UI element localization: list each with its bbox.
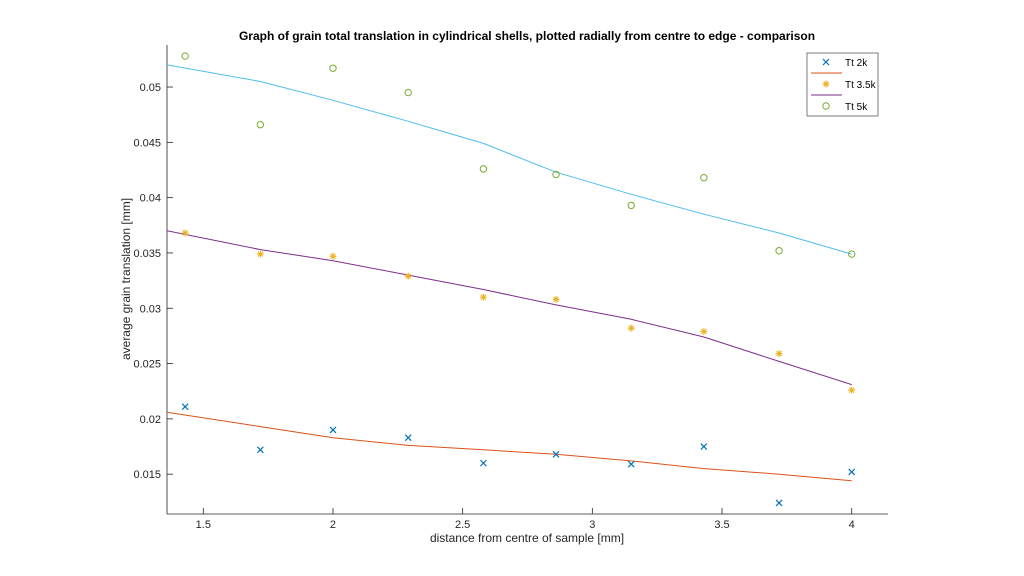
data-point — [775, 499, 783, 507]
data-point — [775, 247, 783, 255]
data-point — [329, 64, 337, 72]
y-tick-label: 0.03 — [140, 303, 161, 315]
y-tick-label: 0.015 — [133, 469, 161, 481]
data-point — [404, 88, 412, 97]
data-point — [181, 229, 189, 237]
data-point — [848, 386, 856, 394]
data-point — [479, 459, 487, 467]
data-point — [552, 450, 560, 458]
data-point — [627, 324, 635, 332]
y-tick-label: 0.025 — [133, 359, 161, 371]
legend-marker — [822, 58, 830, 66]
data-point — [627, 201, 635, 210]
data-point — [848, 468, 856, 476]
data-point — [256, 446, 264, 454]
legend-entry: Tt 5k — [845, 102, 868, 113]
data-point — [181, 403, 189, 411]
data-point — [775, 350, 783, 358]
data-point — [256, 120, 265, 129]
legend-marker — [822, 80, 830, 88]
y-tick-label: 0.05 — [140, 82, 161, 94]
y-tick-label: 0.04 — [140, 193, 161, 205]
data-point — [181, 52, 189, 60]
fit-line-tt-5k — [166, 64, 852, 255]
data-point — [329, 426, 337, 434]
x-tick-label: 3.5 — [714, 519, 729, 531]
legend: Tt 2k Tt 3.5k Tt 5k — [806, 52, 879, 117]
data-point — [404, 434, 412, 442]
data-point — [329, 252, 337, 260]
data-point — [847, 250, 856, 258]
y-axis-label: average grain translation [mm] — [119, 198, 133, 360]
data-point — [404, 272, 412, 280]
chart-title: Graph of grain total translation in cyli… — [239, 29, 815, 43]
y-tick-label: 0.035 — [133, 248, 161, 260]
legend-entry: Tt 3.5k — [845, 80, 877, 91]
x-tick-label: 1.5 — [196, 519, 211, 531]
legend-entry: Tt 2k — [845, 58, 868, 69]
axes — [166, 45, 888, 515]
data-point — [700, 327, 708, 335]
data-point — [627, 460, 635, 468]
data-point — [256, 250, 264, 258]
data-point — [479, 293, 487, 301]
markers — [181, 52, 856, 507]
data-point — [552, 170, 560, 179]
x-tick-label: 4 — [849, 519, 855, 531]
legend-marker — [822, 102, 830, 110]
data-point — [552, 295, 560, 303]
fit-lines — [166, 64, 852, 482]
data-point — [479, 165, 488, 173]
data-point — [700, 174, 708, 182]
ticks: 1.5 2 2.5 3 3.5 4 0.015 0.02 0.025 0.03 0.035 0.04 0… — [133, 82, 854, 531]
y-tick-label: 0.02 — [140, 414, 161, 426]
x-tick-label: 2 — [330, 519, 336, 531]
x-tick-label: 2.5 — [455, 519, 470, 531]
fit-line-tt-2k — [166, 411, 852, 482]
x-axis-label: distance from centre of sample [mm] — [430, 531, 624, 545]
legend-box — [806, 52, 879, 117]
y-tick-label: 0.045 — [133, 137, 161, 149]
data-point — [700, 443, 708, 450]
x-tick-label: 3 — [589, 519, 595, 531]
fit-line-tt-3_5k — [166, 230, 852, 386]
